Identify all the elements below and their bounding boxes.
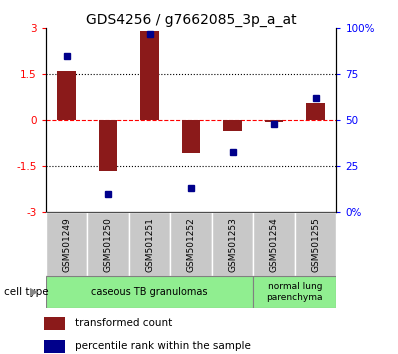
Bar (223, 120, 242, 131)
Bar (170, 212, 212, 276)
Title: GDS4256 / g7662085_3p_a_at: GDS4256 / g7662085_3p_a_at (86, 13, 297, 27)
Text: transformed count: transformed count (74, 319, 172, 329)
Bar (265, 120, 283, 122)
Text: cell type: cell type (4, 287, 49, 297)
Bar (46, 276, 253, 308)
Text: GSM501250: GSM501250 (103, 217, 113, 272)
Bar (182, 120, 200, 153)
Bar (253, 212, 295, 276)
Text: GSM501255: GSM501255 (311, 217, 320, 272)
Bar (57, 71, 76, 120)
Bar (140, 32, 159, 120)
Bar (99, 120, 117, 171)
Bar (44, 317, 65, 330)
Bar (295, 212, 336, 276)
Bar (306, 103, 325, 120)
Text: normal lung
parenchyma: normal lung parenchyma (267, 282, 323, 302)
Text: ▶: ▶ (30, 287, 39, 297)
Text: percentile rank within the sample: percentile rank within the sample (74, 342, 250, 352)
Text: GSM501253: GSM501253 (228, 217, 237, 272)
Bar (46, 212, 87, 276)
Text: GSM501254: GSM501254 (269, 217, 279, 272)
Bar (44, 340, 65, 353)
Bar (212, 212, 253, 276)
Bar (129, 212, 170, 276)
Bar (253, 276, 336, 308)
Text: GSM501252: GSM501252 (187, 217, 195, 272)
Bar (87, 212, 129, 276)
Text: caseous TB granulomas: caseous TB granulomas (91, 287, 208, 297)
Text: GSM501249: GSM501249 (62, 217, 71, 272)
Text: GSM501251: GSM501251 (145, 217, 154, 272)
